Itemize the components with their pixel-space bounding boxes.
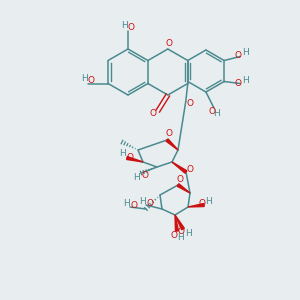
Text: H: H [177, 232, 183, 242]
Text: H: H [205, 196, 212, 206]
Text: H: H [214, 110, 220, 118]
Polygon shape [175, 215, 184, 230]
Text: O: O [186, 99, 193, 108]
Polygon shape [177, 184, 190, 193]
Text: H: H [139, 196, 145, 206]
Text: O: O [235, 51, 242, 60]
Text: O: O [199, 200, 206, 208]
Text: H: H [81, 74, 88, 83]
Text: O: O [187, 166, 194, 175]
Text: H: H [120, 149, 126, 158]
Text: H: H [123, 199, 129, 208]
Text: O: O [208, 106, 215, 116]
Text: H: H [242, 48, 248, 57]
Text: O: O [146, 200, 154, 208]
Text: O: O [142, 170, 148, 179]
Text: O: O [170, 230, 178, 239]
Text: H: H [121, 22, 128, 31]
Text: O: O [88, 76, 94, 85]
Text: O: O [127, 152, 134, 161]
Text: H: H [242, 76, 248, 85]
Text: O: O [149, 110, 156, 118]
Text: O: O [130, 202, 137, 211]
Text: O: O [235, 79, 242, 88]
Polygon shape [188, 203, 204, 207]
Polygon shape [172, 162, 187, 173]
Text: H: H [184, 229, 191, 238]
Text: O: O [166, 130, 172, 139]
Polygon shape [166, 139, 178, 150]
Polygon shape [127, 157, 143, 162]
Text: O: O [165, 38, 172, 47]
Polygon shape [175, 215, 178, 231]
Text: O: O [178, 226, 184, 236]
Text: H: H [134, 172, 140, 182]
Text: O: O [176, 175, 184, 184]
Text: O: O [128, 23, 134, 32]
